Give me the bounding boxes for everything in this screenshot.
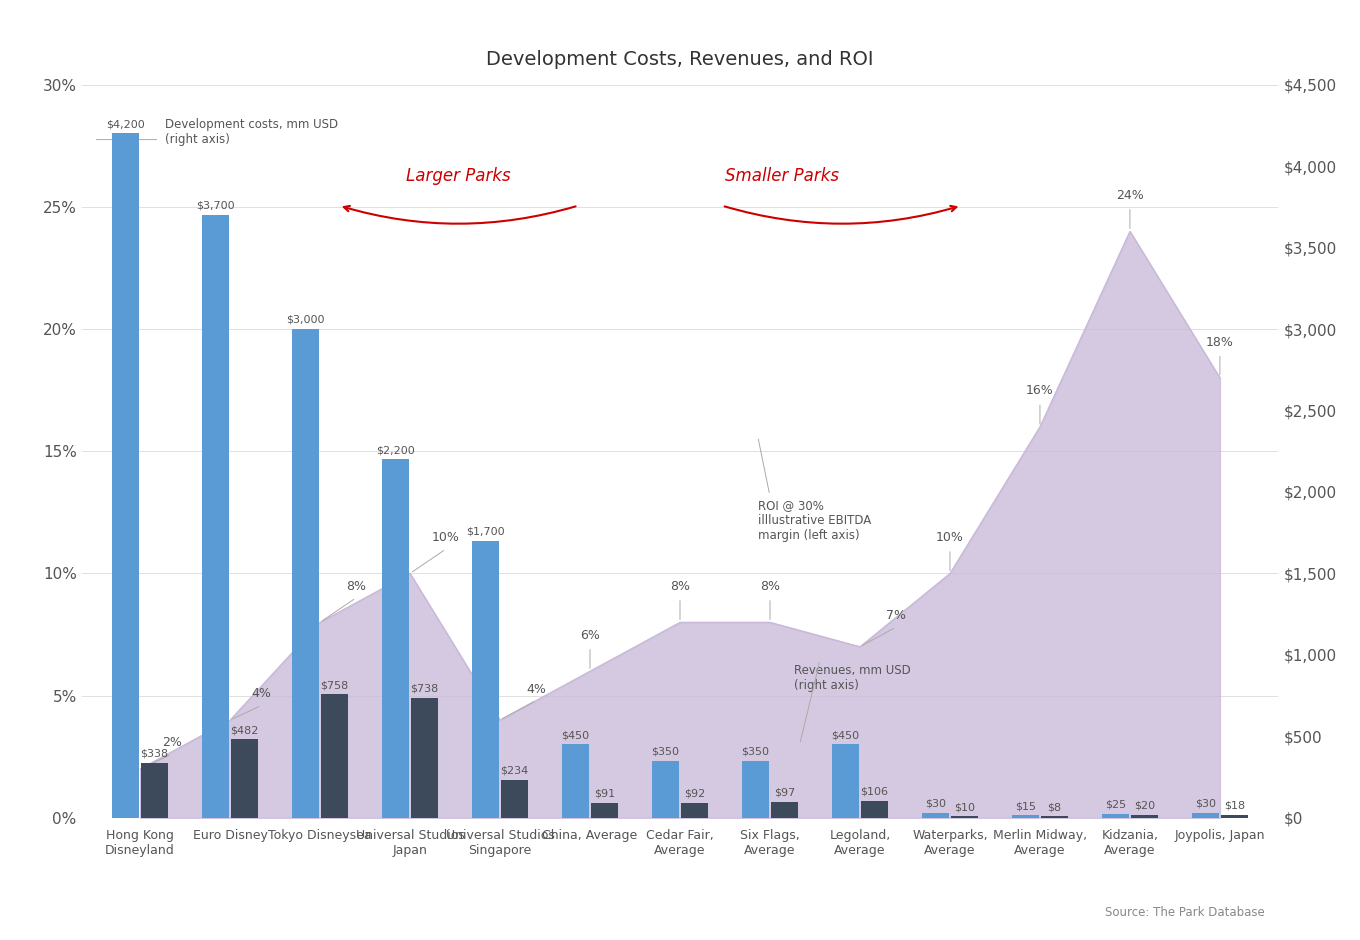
Bar [382,460,409,818]
Bar [1191,813,1219,818]
Bar [141,762,169,818]
Bar [922,813,949,818]
Text: $350: $350 [741,746,770,757]
Bar [1012,815,1039,818]
Text: $350: $350 [651,746,680,757]
Bar [231,739,258,818]
Bar [1221,815,1248,818]
Bar [951,816,978,818]
Bar [411,697,438,818]
Text: Smaller Parks: Smaller Parks [725,167,839,185]
Text: 4%: 4% [252,687,272,700]
Bar [321,695,348,818]
Text: $91: $91 [594,789,615,799]
Text: 6%: 6% [581,629,600,642]
Bar [562,744,589,818]
Text: $2,200: $2,200 [377,446,415,455]
Text: Revenues, mm USD
(right axis): Revenues, mm USD (right axis) [794,664,910,692]
Text: $234: $234 [500,765,529,776]
Text: 24%: 24% [1117,189,1144,202]
Text: $97: $97 [774,788,796,798]
Text: $18: $18 [1224,801,1244,811]
Text: 10%: 10% [936,531,964,544]
Text: $10: $10 [953,802,975,812]
Text: 16%: 16% [1025,384,1054,398]
Text: $4,200: $4,200 [106,119,146,130]
Bar [651,760,679,818]
Text: $25: $25 [1104,800,1126,809]
Text: $8: $8 [1047,803,1061,812]
Text: $92: $92 [684,789,704,799]
Text: ROI @ 30%
illlustrative EBITDA
margin (left axis): ROI @ 30% illlustrative EBITDA margin (l… [758,499,870,541]
Bar [832,744,860,818]
Text: $15: $15 [1015,801,1036,811]
Text: $482: $482 [230,725,258,735]
Text: 10%: 10% [432,531,460,544]
Text: 2%: 2% [162,736,181,749]
Text: $450: $450 [831,730,860,741]
Text: $450: $450 [562,730,590,741]
Text: Development costs, mm USD
(right axis): Development costs, mm USD (right axis) [166,118,339,146]
Text: $1,700: $1,700 [466,526,505,537]
Bar [681,803,709,818]
Bar [112,133,139,818]
Text: $30: $30 [1195,799,1216,808]
Text: $106: $106 [861,787,888,796]
Text: Source: The Park Database: Source: The Park Database [1106,906,1265,919]
Text: $20: $20 [1134,801,1155,810]
Bar [861,801,888,818]
Text: 18%: 18% [1206,336,1234,349]
Text: $338: $338 [140,748,169,759]
Text: 8%: 8% [345,580,366,593]
Bar [500,779,528,818]
Text: Larger Parks: Larger Parks [407,167,511,185]
Bar [1102,814,1129,818]
Text: $3,700: $3,700 [196,201,235,211]
Bar [771,802,798,818]
Bar [292,329,320,818]
Bar [1040,817,1068,818]
Text: 8%: 8% [760,580,781,593]
Text: $3,000: $3,000 [287,315,325,325]
Bar [472,540,499,818]
Text: 4%: 4% [526,682,545,696]
Bar [590,803,617,818]
Text: $738: $738 [411,683,438,694]
Bar [1130,815,1157,818]
Title: Development Costs, Revenues, and ROI: Development Costs, Revenues, and ROI [487,50,873,70]
Text: $758: $758 [321,681,348,690]
Text: 7%: 7% [885,609,906,622]
Text: 8%: 8% [670,580,690,593]
Text: $30: $30 [925,799,947,808]
Bar [203,215,230,818]
Bar [743,760,770,818]
